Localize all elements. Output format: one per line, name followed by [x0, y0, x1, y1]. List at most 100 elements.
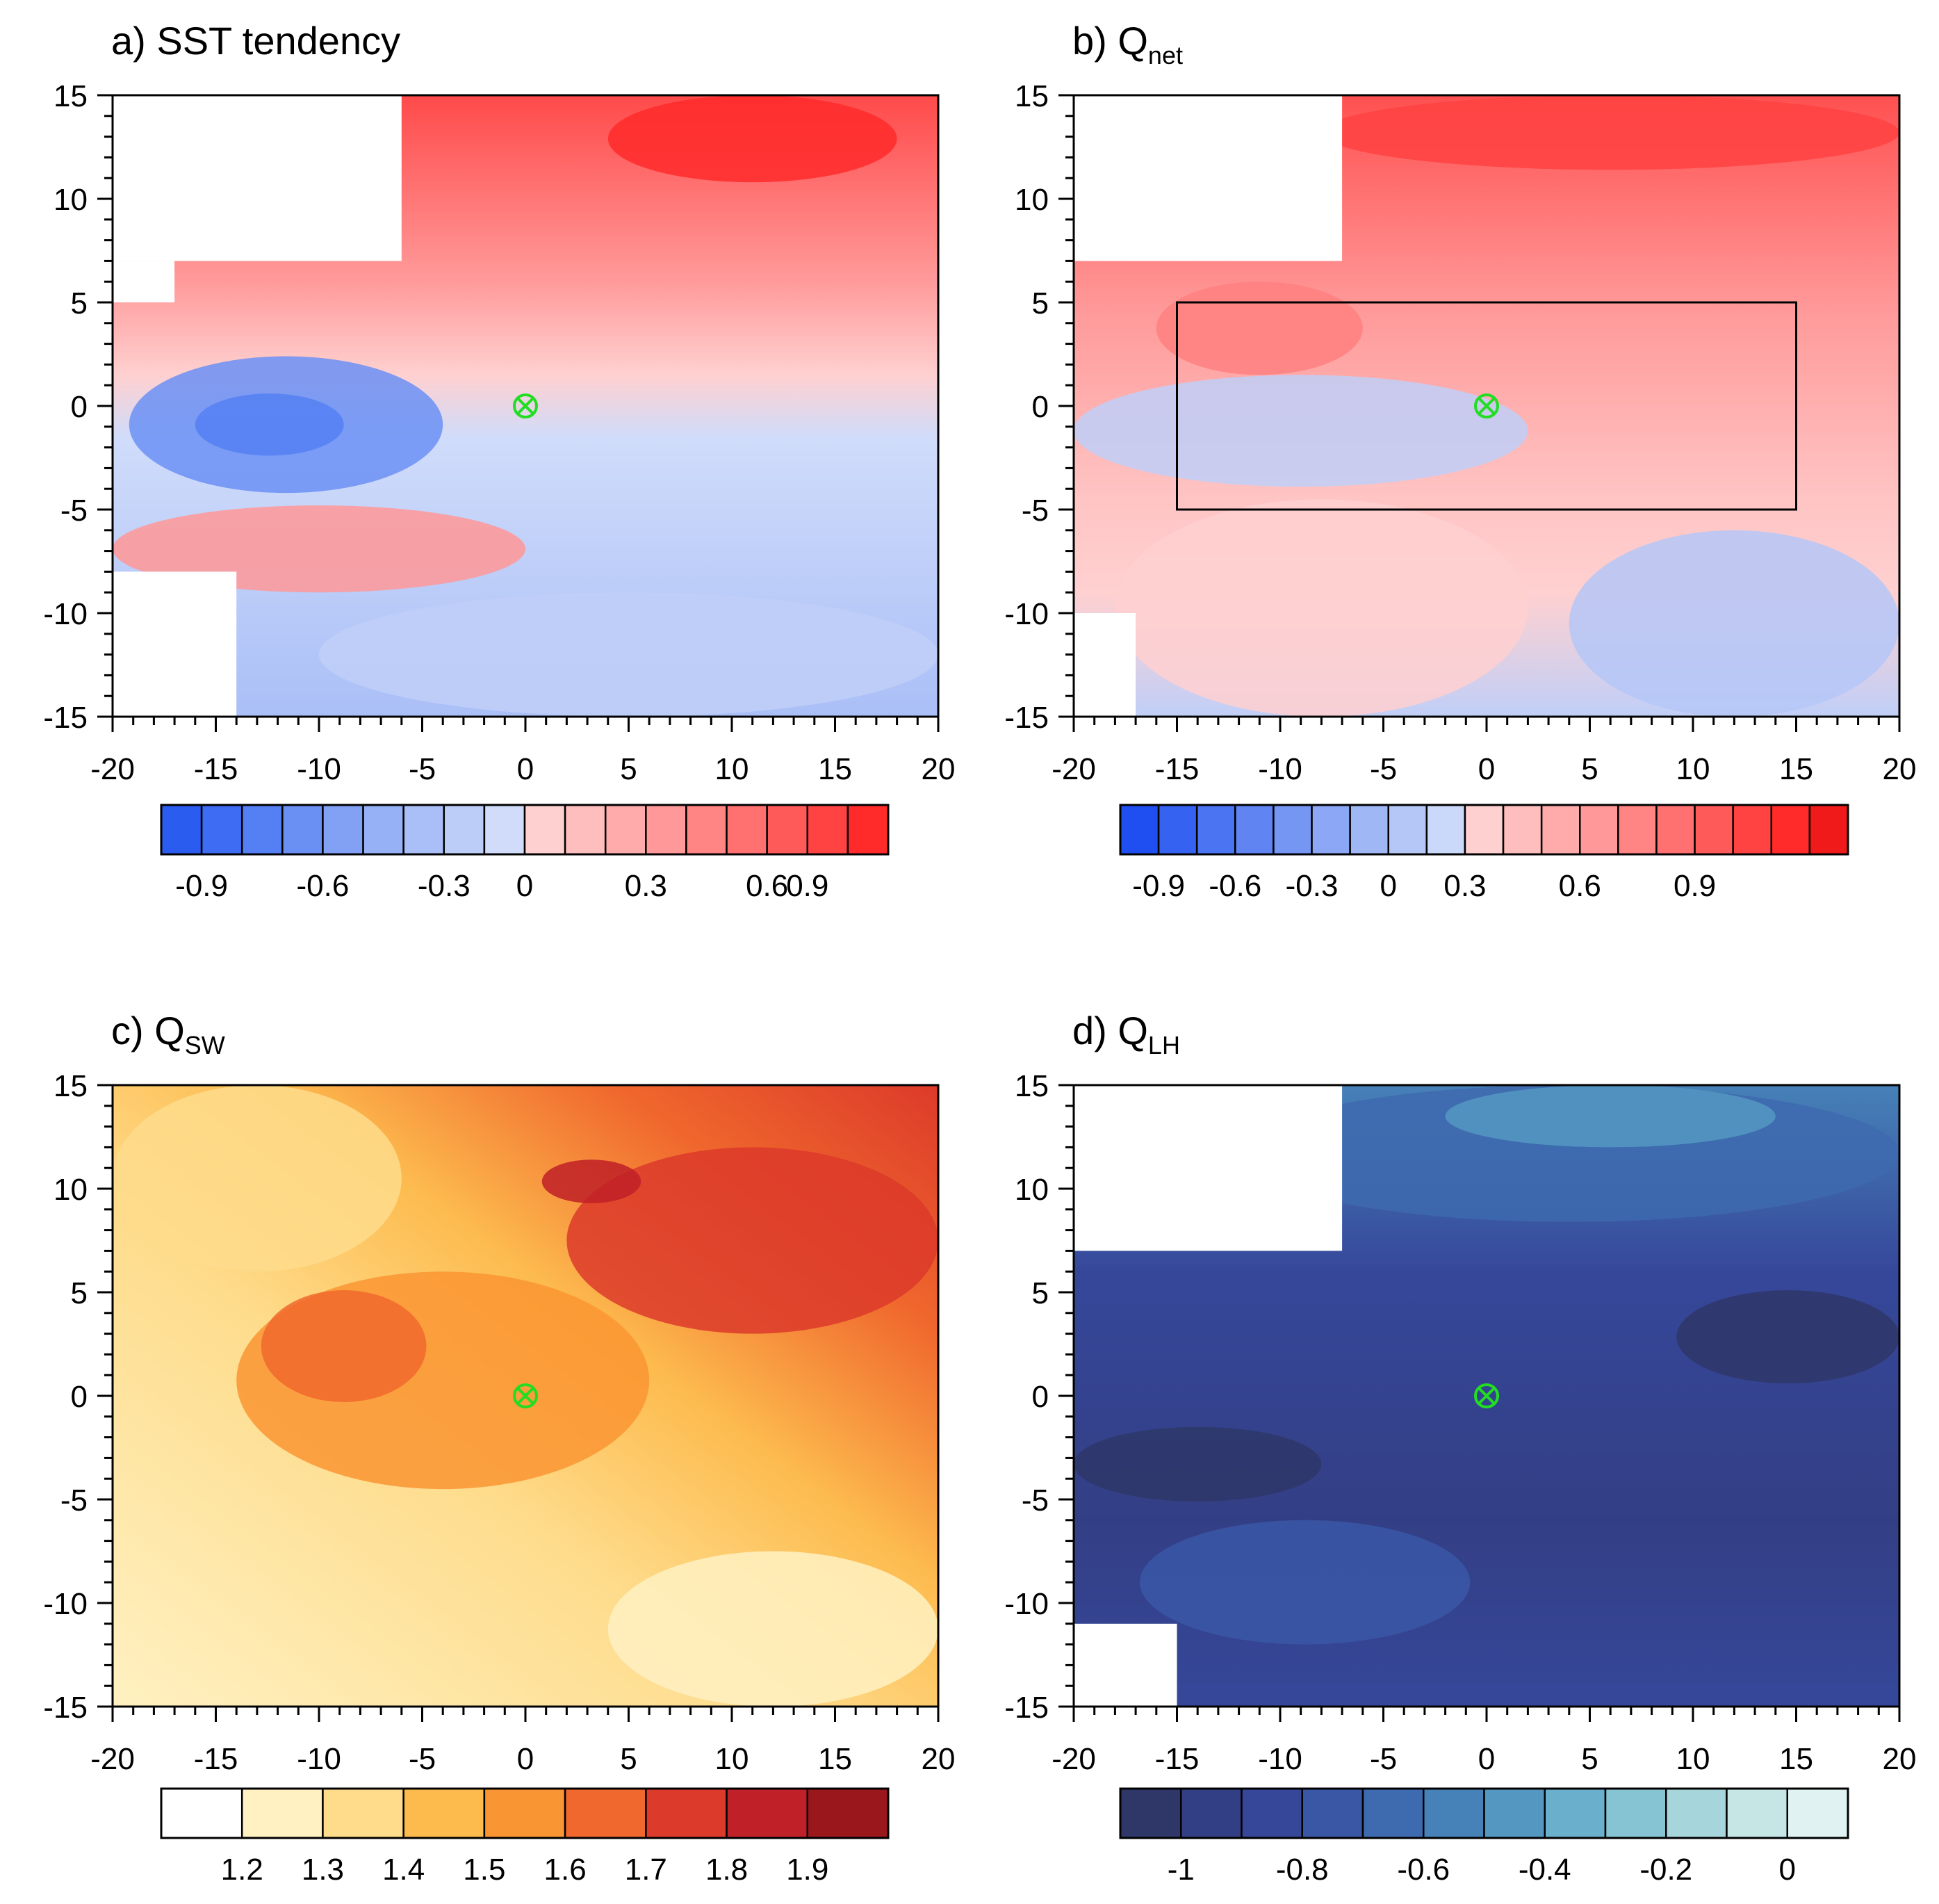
colorbar-swatch [1786, 1787, 1849, 1839]
field-contour-region [607, 1551, 938, 1707]
panel-title: c) QSW [111, 1009, 225, 1059]
y-tick-label: -5 [1022, 494, 1049, 528]
x-tick-label: -20 [1052, 1742, 1096, 1776]
x-tick-label: 20 [922, 752, 956, 786]
y-tick-label: 5 [1032, 1276, 1049, 1310]
colorbar-label: -0.3 [1286, 869, 1339, 903]
colorbar-swatch [726, 1787, 809, 1839]
colorbar-label: 0 [1779, 1853, 1796, 1887]
colorbar-label: 0 [1380, 869, 1396, 903]
colorbar-swatch [1579, 804, 1619, 856]
panel-title-main: d) Q [1072, 1009, 1148, 1052]
x-tick-label: 20 [922, 1742, 956, 1776]
field-contour-region [566, 1147, 938, 1334]
colorbar-label: 1.5 [463, 1853, 505, 1887]
colorbar-swatch [240, 1787, 324, 1839]
colorbar-swatch [1726, 1787, 1788, 1839]
panel-b: b) Qnet-20 -15 -10 -5 0 5 10 15 20151050-5-10-15… [1004, 19, 1916, 903]
y-tick-label: 15 [54, 1069, 88, 1103]
y-tick-label: -15 [1004, 1691, 1049, 1725]
x-tick-label: -15 [194, 1742, 238, 1776]
x-tick-label: -5 [1370, 1742, 1397, 1776]
panel-title-main: b) Q [1072, 19, 1148, 63]
colorbar-swatch [1540, 804, 1581, 856]
colorbar-swatch [1770, 804, 1811, 856]
colorbar-swatch [1119, 804, 1160, 856]
location-marker-cross [1478, 1387, 1496, 1405]
x-tick-label: 20 [1883, 752, 1917, 786]
x-tick-label: -5 [409, 752, 436, 786]
colorbar-swatch [1694, 804, 1734, 856]
x-tick-label: 0 [517, 1742, 534, 1776]
colorbar-swatch [1301, 1787, 1364, 1839]
x-tick-label: 15 [818, 1742, 852, 1776]
x-tick-label: -10 [297, 1742, 341, 1776]
colorbar: 1.2 1.3 1.4 1.5 1.6 1.7 1.8 1.9 [160, 1787, 890, 1887]
colorbar-swatch [806, 804, 849, 856]
colorbar-label: 1.4 [382, 1853, 425, 1887]
colorbar-swatch [564, 804, 607, 856]
colorbar-swatch [443, 804, 486, 856]
colorbar-label: 1.3 [302, 1853, 344, 1887]
y-tick-label: 0 [71, 1380, 88, 1414]
colorbar-swatch [564, 1787, 647, 1839]
colorbar-swatch [200, 804, 243, 856]
colorbar-frame [160, 804, 890, 856]
y-tick-label: -10 [43, 1587, 88, 1621]
field-contour-region [1156, 282, 1363, 375]
x-tick-label: -20 [90, 752, 135, 786]
colorbar-swatch [1273, 804, 1313, 856]
y-tick-label: -10 [1004, 1587, 1049, 1621]
colorbar-swatch [1311, 804, 1351, 856]
colorbar-swatch [1180, 1787, 1243, 1839]
x-tick-label: -5 [409, 1742, 436, 1776]
x-tick-label: -10 [297, 752, 341, 786]
colorbar-swatch [1544, 1787, 1607, 1839]
land-mask [113, 95, 402, 261]
colorbar-label: 1.2 [221, 1853, 263, 1887]
field-contour-region [541, 1160, 641, 1203]
colorbar-swatch [1119, 1787, 1182, 1839]
colorbar-swatch [685, 804, 728, 856]
x-tick-label: 0 [1478, 1742, 1495, 1776]
colorbar-swatch [1464, 804, 1505, 856]
x-tick-label: -15 [194, 752, 238, 786]
colorbar-frame [1119, 1787, 1849, 1839]
colorbar-label: -0.6 [1209, 869, 1261, 903]
x-tick-label: 10 [715, 1742, 749, 1776]
colorbar-label: -0.2 [1639, 1853, 1692, 1887]
colorbar-swatch [645, 1787, 728, 1839]
colorbar-swatch [1483, 1787, 1546, 1839]
colorbar-label: 1.7 [625, 1853, 667, 1887]
colorbar-label: -0.4 [1519, 1853, 1571, 1887]
x-tick-label: -15 [1155, 1742, 1200, 1776]
colorbar-swatch [766, 804, 809, 856]
field-contour-region [113, 1085, 402, 1272]
colorbar-swatch [726, 804, 768, 856]
land-mask [1074, 1085, 1343, 1251]
field-contour-region [261, 1290, 427, 1402]
colorbar-swatch [1655, 804, 1696, 856]
y-tick-label: 0 [71, 390, 88, 424]
y-tick-label: 10 [1015, 183, 1049, 217]
averaging-box [1176, 301, 1797, 511]
x-tick-label: 20 [1883, 1742, 1917, 1776]
y-tick-label: -5 [60, 1483, 88, 1517]
colorbar-swatch [483, 1787, 566, 1839]
y-tick-label: 5 [71, 286, 88, 320]
colorbar-swatch [1241, 1787, 1303, 1839]
colorbar-label: 1.9 [786, 1853, 828, 1887]
panel-d: d) QLH-20 -15 -10 -5 0 5 10 15 20151050-5-10-15-… [1004, 1009, 1916, 1887]
panel-title-subscript: net [1148, 41, 1183, 70]
y-tick-label: 15 [1015, 1069, 1049, 1103]
field-contour-region [319, 592, 938, 717]
location-marker-cross [516, 397, 534, 415]
field-contour-region [1074, 1426, 1322, 1502]
x-tick-label: -10 [1258, 752, 1302, 786]
field-contour-region [1569, 530, 1899, 717]
panel-title: d) QLH [1072, 1009, 1180, 1059]
panel-title-subscript: LH [1148, 1031, 1180, 1059]
x-tick-label: 15 [1779, 752, 1813, 786]
y-tick-label: -15 [1004, 701, 1049, 735]
